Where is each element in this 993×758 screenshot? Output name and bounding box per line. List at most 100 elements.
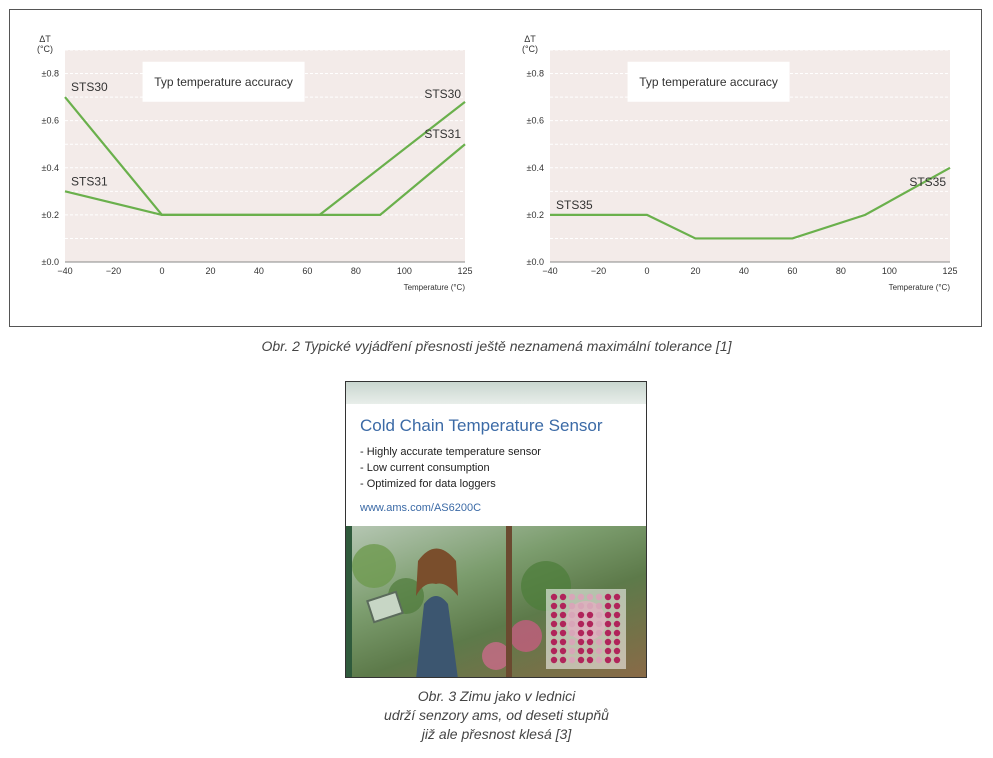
y-axis-unit-label: (°C) <box>37 44 53 54</box>
y-tick-label: ±0.4 <box>527 163 544 173</box>
logo-dot <box>550 638 558 646</box>
figure-caption-obr-3: Obr. 3 Zimu jako v lednici udrží senzory… <box>300 687 693 744</box>
x-axis-label: Temperature (°C) <box>404 283 466 292</box>
logo-dot <box>568 638 576 646</box>
series-label-left: STS35 <box>556 198 593 212</box>
logo-dot <box>568 629 576 637</box>
x-tick-label: 80 <box>351 266 361 276</box>
logo-dot <box>604 602 612 610</box>
logo-dot <box>550 647 558 655</box>
logo-dot <box>613 629 621 637</box>
logo-dot <box>586 629 594 637</box>
chart-title: Typ temperature accuracy <box>639 75 778 89</box>
x-tick-label: 80 <box>836 266 846 276</box>
logo-dot <box>577 620 585 628</box>
series-label-left: STS30 <box>71 80 108 94</box>
logo-dot <box>604 593 612 601</box>
logo-dot <box>613 611 621 619</box>
logo-dot <box>586 638 594 646</box>
series-label-right: STS30 <box>424 87 461 101</box>
x-tick-label: 0 <box>159 266 164 276</box>
logo-dot <box>559 602 567 610</box>
chart-title: Typ temperature accuracy <box>154 75 293 89</box>
y-axis-unit-label: (°C) <box>522 44 538 54</box>
logo-dot <box>595 620 603 628</box>
ad-bullet: - Highly accurate temperature sensor <box>360 446 541 458</box>
logo-dot <box>613 638 621 646</box>
x-tick-label: 100 <box>882 266 897 276</box>
ad-bullet: - Low current consumption <box>360 462 490 474</box>
y-tick-label: ±0.8 <box>42 69 59 79</box>
x-tick-label: −40 <box>542 266 557 276</box>
x-tick-label: 60 <box>302 266 312 276</box>
x-tick-label: −40 <box>57 266 72 276</box>
logo-dot <box>559 620 567 628</box>
series-label-left: STS31 <box>71 174 108 188</box>
logo-dot <box>586 647 594 655</box>
logo-dot <box>613 620 621 628</box>
logo-dot <box>577 611 585 619</box>
logo-dot <box>550 593 558 601</box>
caption-line: již ale přesnost klesá [3] <box>421 726 572 742</box>
logo-dot <box>595 656 603 664</box>
title-box <box>627 61 790 102</box>
logo-dot <box>550 611 558 619</box>
logo-dot <box>604 647 612 655</box>
x-tick-label: 60 <box>787 266 797 276</box>
x-tick-label: 125 <box>457 266 472 276</box>
logo-dot <box>577 602 585 610</box>
figure-frame: ±0.0 ±0.2 ±0.4 ±0.6 ±0.8 −40 −20 0 20 40 60 80 100 12… <box>9 9 982 327</box>
woman-with-tablet-illustration <box>346 526 606 677</box>
x-tick-label: 125 <box>942 266 957 276</box>
accuracy-chart-sts30-sts31: ±0.0 ±0.2 ±0.4 ±0.6 ±0.8 −40 −20 0 20 40 60 80 100 12… <box>37 34 473 292</box>
logo-dot <box>568 656 576 664</box>
y-tick-label: ±0.0 <box>42 257 59 267</box>
logo-dot <box>604 629 612 637</box>
logo-dot <box>568 602 576 610</box>
logo-dot <box>568 620 576 628</box>
logo-dot <box>586 620 594 628</box>
title-box <box>142 61 305 102</box>
series-line-sts35 <box>550 166 951 240</box>
logo-dot <box>613 656 621 664</box>
logo-dot <box>604 656 612 664</box>
x-tick-label: 40 <box>739 266 749 276</box>
greenhouse-roof-strip <box>346 382 646 404</box>
accuracy-chart-sts35: ±0.0 ±0.2 ±0.4 ±0.6 ±0.8 −40 −20 0 20 40 60 80 100 12… <box>522 34 958 292</box>
ad-text-panel: Cold Chain Temperature Sensor - Highly a… <box>346 404 646 526</box>
x-tick-label: −20 <box>591 266 606 276</box>
series-label-right: STS35 <box>909 175 946 189</box>
logo-dot <box>559 593 567 601</box>
caption-line: udrží senzory ams, od deseti stupňů <box>384 707 609 723</box>
caption-line: Obr. 3 Zimu jako v lednici <box>417 688 576 704</box>
ad-bullet-list: - Highly accurate temperature sensor - L… <box>360 444 541 492</box>
y-tick-label: ±0.8 <box>527 69 544 79</box>
series-label-right: STS31 <box>424 127 461 141</box>
ad-title: Cold Chain Temperature Sensor <box>360 416 603 435</box>
logo-dot <box>559 638 567 646</box>
y-tick-label: ±0.4 <box>42 163 59 173</box>
x-tick-label: 40 <box>254 266 264 276</box>
series-line-sts31 <box>64 143 466 216</box>
advertisement-image: Cold Chain Temperature Sensor - Highly a… <box>345 381 647 678</box>
ams-dot-logo <box>546 589 626 669</box>
figure-caption-obr-2: Obr. 2 Typické vyjádření přesnosti ještě… <box>261 338 732 354</box>
logo-dot <box>577 629 585 637</box>
logo-dot <box>568 647 576 655</box>
logo-dot <box>550 602 558 610</box>
logo-dot <box>586 593 594 601</box>
y-tick-label: ±0.2 <box>527 210 544 220</box>
logo-dot <box>559 629 567 637</box>
x-tick-label: −20 <box>106 266 121 276</box>
x-tick-label: 20 <box>205 266 215 276</box>
logo-dot <box>568 593 576 601</box>
logo-dot <box>595 602 603 610</box>
logo-dot <box>568 611 576 619</box>
logo-dot <box>613 647 621 655</box>
logo-dot <box>595 629 603 637</box>
logo-dot <box>613 593 621 601</box>
logo-dot <box>550 620 558 628</box>
y-tick-label: ±0.6 <box>527 116 544 126</box>
ad-url-link[interactable]: www.ams.com/AS6200C <box>360 502 482 514</box>
logo-dot <box>577 593 585 601</box>
